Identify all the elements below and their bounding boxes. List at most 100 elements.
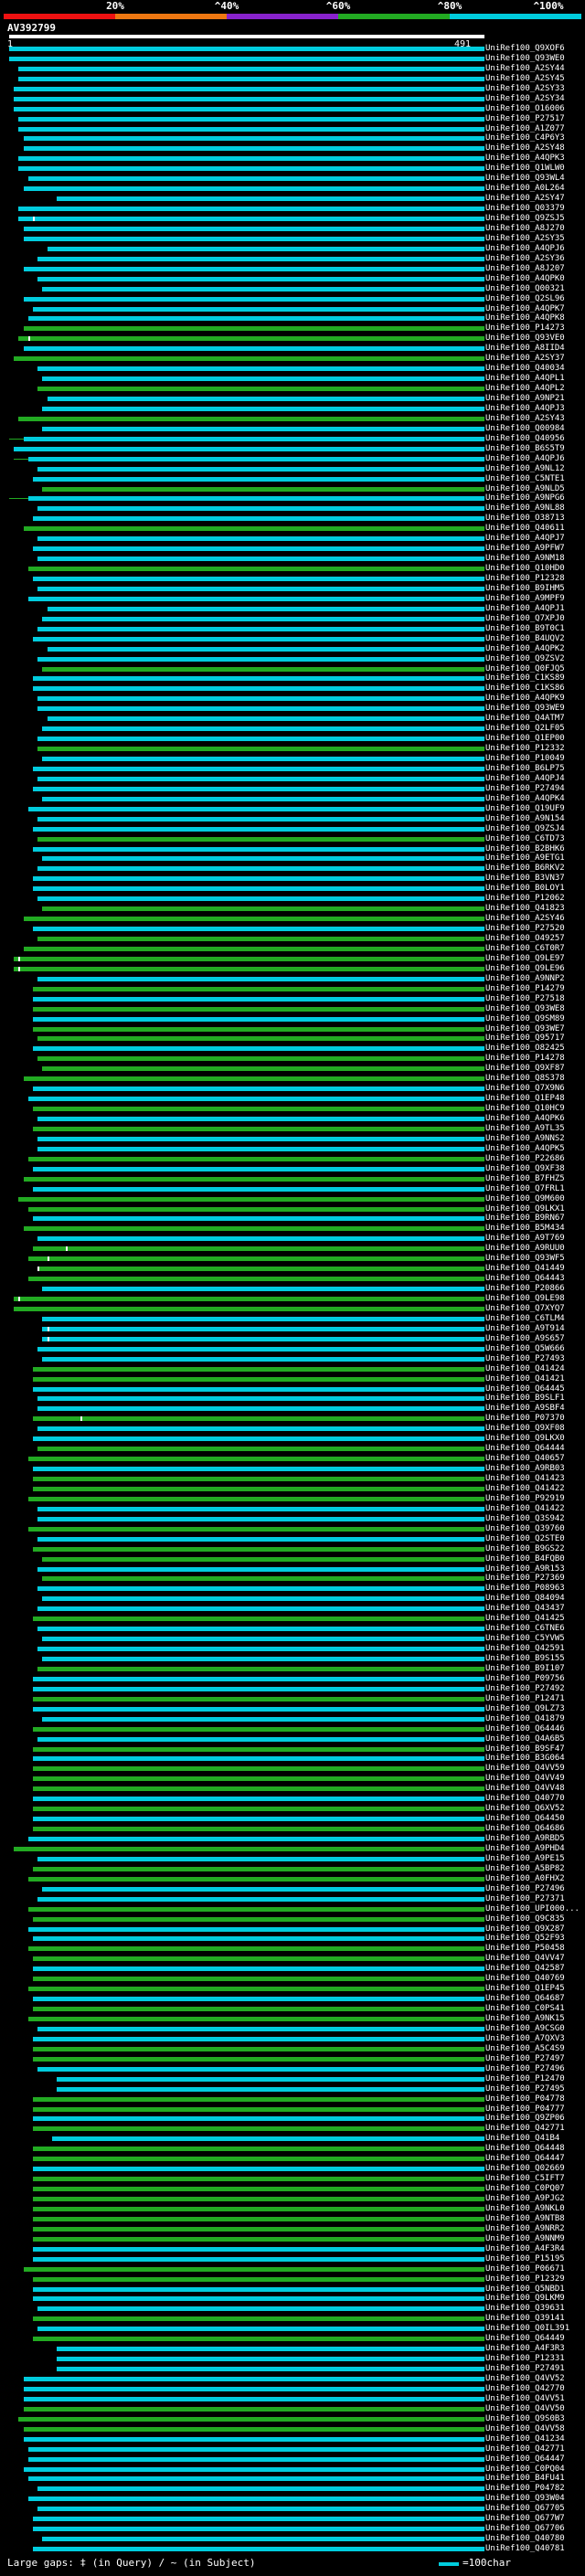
hit-bar[interactable] bbox=[42, 1596, 484, 1602]
hit-accession-link[interactable]: UniRef100_Q10HC9 bbox=[485, 1104, 565, 1114]
hit-bar[interactable] bbox=[33, 786, 484, 791]
hit-bar[interactable] bbox=[27, 1277, 484, 1282]
alignment-row[interactable]: UniRef100_A2SY43 bbox=[0, 414, 585, 424]
alignment-row[interactable]: UniRef100_P15195 bbox=[0, 2254, 585, 2264]
hit-bar[interactable] bbox=[33, 2527, 484, 2532]
hit-bar[interactable] bbox=[33, 2096, 484, 2102]
hit-accession-link[interactable]: UniRef100_A9NNS2 bbox=[485, 1133, 565, 1143]
alignment-row[interactable]: UniRef100_P20866 bbox=[0, 1284, 585, 1294]
hit-bar[interactable] bbox=[27, 1926, 484, 1932]
alignment-row[interactable]: UniRef100_Q9LKM9 bbox=[0, 2294, 585, 2304]
hit-bar[interactable] bbox=[33, 1186, 484, 1192]
hit-accession-link[interactable]: UniRef100_P27517 bbox=[485, 113, 565, 123]
hit-accession-link[interactable]: UniRef100_Q7XPJ0 bbox=[485, 613, 565, 623]
alignment-row[interactable]: UniRef100_Q4VV49 bbox=[0, 1774, 585, 1784]
alignment-row[interactable]: UniRef100_A2SY48 bbox=[0, 143, 585, 154]
hit-accession-link[interactable]: UniRef100_P27496 bbox=[485, 1883, 565, 1893]
hit-accession-link[interactable]: UniRef100_A9PE15 bbox=[485, 1853, 565, 1863]
alignment-row[interactable]: UniRef100_Q9XF08 bbox=[0, 1424, 585, 1434]
alignment-row[interactable]: UniRef100_P27369 bbox=[0, 1574, 585, 1584]
hit-accession-link[interactable]: UniRef100_B5M434 bbox=[485, 1224, 565, 1234]
hit-accession-link[interactable]: UniRef100_Q10HD0 bbox=[485, 564, 565, 574]
alignment-row[interactable]: UniRef100_B9S155 bbox=[0, 1654, 585, 1664]
alignment-row[interactable]: UniRef100_Q02669 bbox=[0, 2164, 585, 2174]
alignment-row[interactable]: UniRef100_Q40611 bbox=[0, 524, 585, 534]
hit-bar[interactable] bbox=[18, 2416, 484, 2422]
alignment-row[interactable]: UniRef100_A4QPK8 bbox=[0, 313, 585, 323]
hit-accession-link[interactable]: UniRef100_A4QPJ3 bbox=[485, 403, 565, 413]
hit-bar[interactable] bbox=[33, 2046, 484, 2051]
hit-bar[interactable] bbox=[14, 106, 484, 111]
hit-bar[interactable] bbox=[33, 1997, 484, 2002]
hit-bar[interactable] bbox=[33, 1546, 484, 1552]
hit-accession-link[interactable]: UniRef100_Q00984 bbox=[485, 423, 565, 433]
hit-accession-link[interactable]: UniRef100_B6LP75 bbox=[485, 763, 565, 773]
alignment-row[interactable]: UniRef100_P27493 bbox=[0, 1354, 585, 1364]
hit-accession-link[interactable]: UniRef100_Q39631 bbox=[485, 2304, 565, 2314]
hit-accession-link[interactable]: UniRef100_P27497 bbox=[485, 2053, 565, 2063]
hit-accession-link[interactable]: UniRef100_P07370 bbox=[485, 1414, 565, 1424]
alignment-row[interactable]: UniRef100_Q42591 bbox=[0, 1644, 585, 1654]
hit-bar[interactable] bbox=[33, 1126, 484, 1131]
hit-bar[interactable] bbox=[23, 2396, 484, 2401]
alignment-row[interactable]: UniRef100_A9MPF9 bbox=[0, 594, 585, 604]
hit-bar[interactable] bbox=[33, 1486, 484, 1491]
hit-accession-link[interactable]: UniRef100_A9NM18 bbox=[485, 554, 565, 564]
hit-accession-link[interactable]: UniRef100_C1KS86 bbox=[485, 684, 565, 694]
hit-accession-link[interactable]: UniRef100_B9T0C1 bbox=[485, 623, 565, 633]
hit-bar[interactable] bbox=[42, 286, 484, 292]
alignment-row[interactable]: UniRef100_A4QPK9 bbox=[0, 694, 585, 704]
hit-bar[interactable] bbox=[37, 256, 484, 261]
hit-bar[interactable] bbox=[42, 906, 484, 912]
hit-accession-link[interactable]: UniRef100_Q42771 bbox=[485, 2443, 565, 2454]
hit-bar[interactable] bbox=[33, 986, 484, 991]
hit-bar[interactable] bbox=[42, 2537, 484, 2542]
hit-bar[interactable] bbox=[37, 557, 484, 562]
hit-bar[interactable] bbox=[33, 2226, 484, 2231]
alignment-row[interactable]: UniRef100_P10049 bbox=[0, 754, 585, 764]
hit-bar[interactable] bbox=[33, 546, 484, 552]
hit-accession-link[interactable]: UniRef100_A7QXV3 bbox=[485, 2033, 565, 2043]
alignment-row[interactable]: UniRef100_A9NTB8 bbox=[0, 2214, 585, 2224]
hit-accession-link[interactable]: UniRef100_P27492 bbox=[485, 1683, 565, 1693]
hit-accession-link[interactable]: UniRef100_Q64450 bbox=[485, 1814, 565, 1824]
hit-bar[interactable] bbox=[33, 1696, 484, 1701]
hit-bar[interactable] bbox=[33, 1827, 484, 1832]
alignment-row[interactable]: UniRef100_P12329 bbox=[0, 2274, 585, 2284]
hit-bar[interactable] bbox=[33, 2197, 484, 2201]
hit-accession-link[interactable]: UniRef100_Q41423 bbox=[485, 1474, 565, 1484]
alignment-row[interactable]: UniRef100_Q10HD0 bbox=[0, 564, 585, 574]
alignment-row[interactable]: UniRef100_A9NNP2 bbox=[0, 974, 585, 984]
alignment-row[interactable]: UniRef100_A9S657 bbox=[0, 1334, 585, 1344]
hit-accession-link[interactable]: UniRef100_Q1WLW0 bbox=[485, 164, 565, 174]
hit-bar[interactable] bbox=[37, 1647, 484, 1652]
hit-bar[interactable] bbox=[47, 397, 484, 402]
alignment-row[interactable]: UniRef100_Q42771 bbox=[0, 2444, 585, 2454]
hit-bar[interactable] bbox=[33, 2036, 484, 2041]
alignment-row[interactable]: UniRef100_Q4VV50 bbox=[0, 2404, 585, 2414]
hit-bar[interactable] bbox=[33, 2106, 484, 2112]
hit-bar[interactable] bbox=[27, 1837, 484, 1842]
hit-bar[interactable] bbox=[27, 2476, 484, 2482]
hit-accession-link[interactable]: UniRef100_P04778 bbox=[485, 2094, 565, 2104]
alignment-row[interactable]: UniRef100_Q42771 bbox=[0, 2124, 585, 2134]
hit-accession-link[interactable]: UniRef100_Q4VV48 bbox=[485, 1784, 565, 1794]
hit-bar[interactable] bbox=[37, 1586, 484, 1592]
hit-bar[interactable] bbox=[27, 806, 484, 811]
alignment-row[interactable]: UniRef100_Q64447 bbox=[0, 2454, 585, 2465]
hit-accession-link[interactable]: UniRef100_Q1EP48 bbox=[485, 1094, 565, 1104]
alignment-row[interactable]: UniRef100_Q4VV47 bbox=[0, 1954, 585, 1964]
alignment-row[interactable]: UniRef100_P14273 bbox=[0, 323, 585, 334]
alignment-row[interactable]: UniRef100_A9NRR2 bbox=[0, 2224, 585, 2234]
alignment-row[interactable]: UniRef100_A2SY46 bbox=[0, 914, 585, 924]
hit-accession-link[interactable]: UniRef100_P15195 bbox=[485, 2253, 565, 2263]
alignment-row[interactable]: UniRef100_Q40781 bbox=[0, 2544, 585, 2554]
alignment-row[interactable]: UniRef100_A8J270 bbox=[0, 224, 585, 234]
hit-accession-link[interactable]: UniRef100_A9NL88 bbox=[485, 504, 565, 514]
hit-accession-link[interactable]: UniRef100_Q9M600 bbox=[485, 1193, 565, 1203]
alignment-row[interactable]: UniRef100_Q41423 bbox=[0, 1474, 585, 1484]
hit-accession-link[interactable]: UniRef100_A4QPK7 bbox=[485, 303, 565, 313]
alignment-row[interactable]: UniRef100_A0FHX2 bbox=[0, 1874, 585, 1884]
hit-bar[interactable] bbox=[37, 747, 484, 752]
hit-accession-link[interactable]: UniRef100_Q9LE96 bbox=[485, 963, 565, 973]
